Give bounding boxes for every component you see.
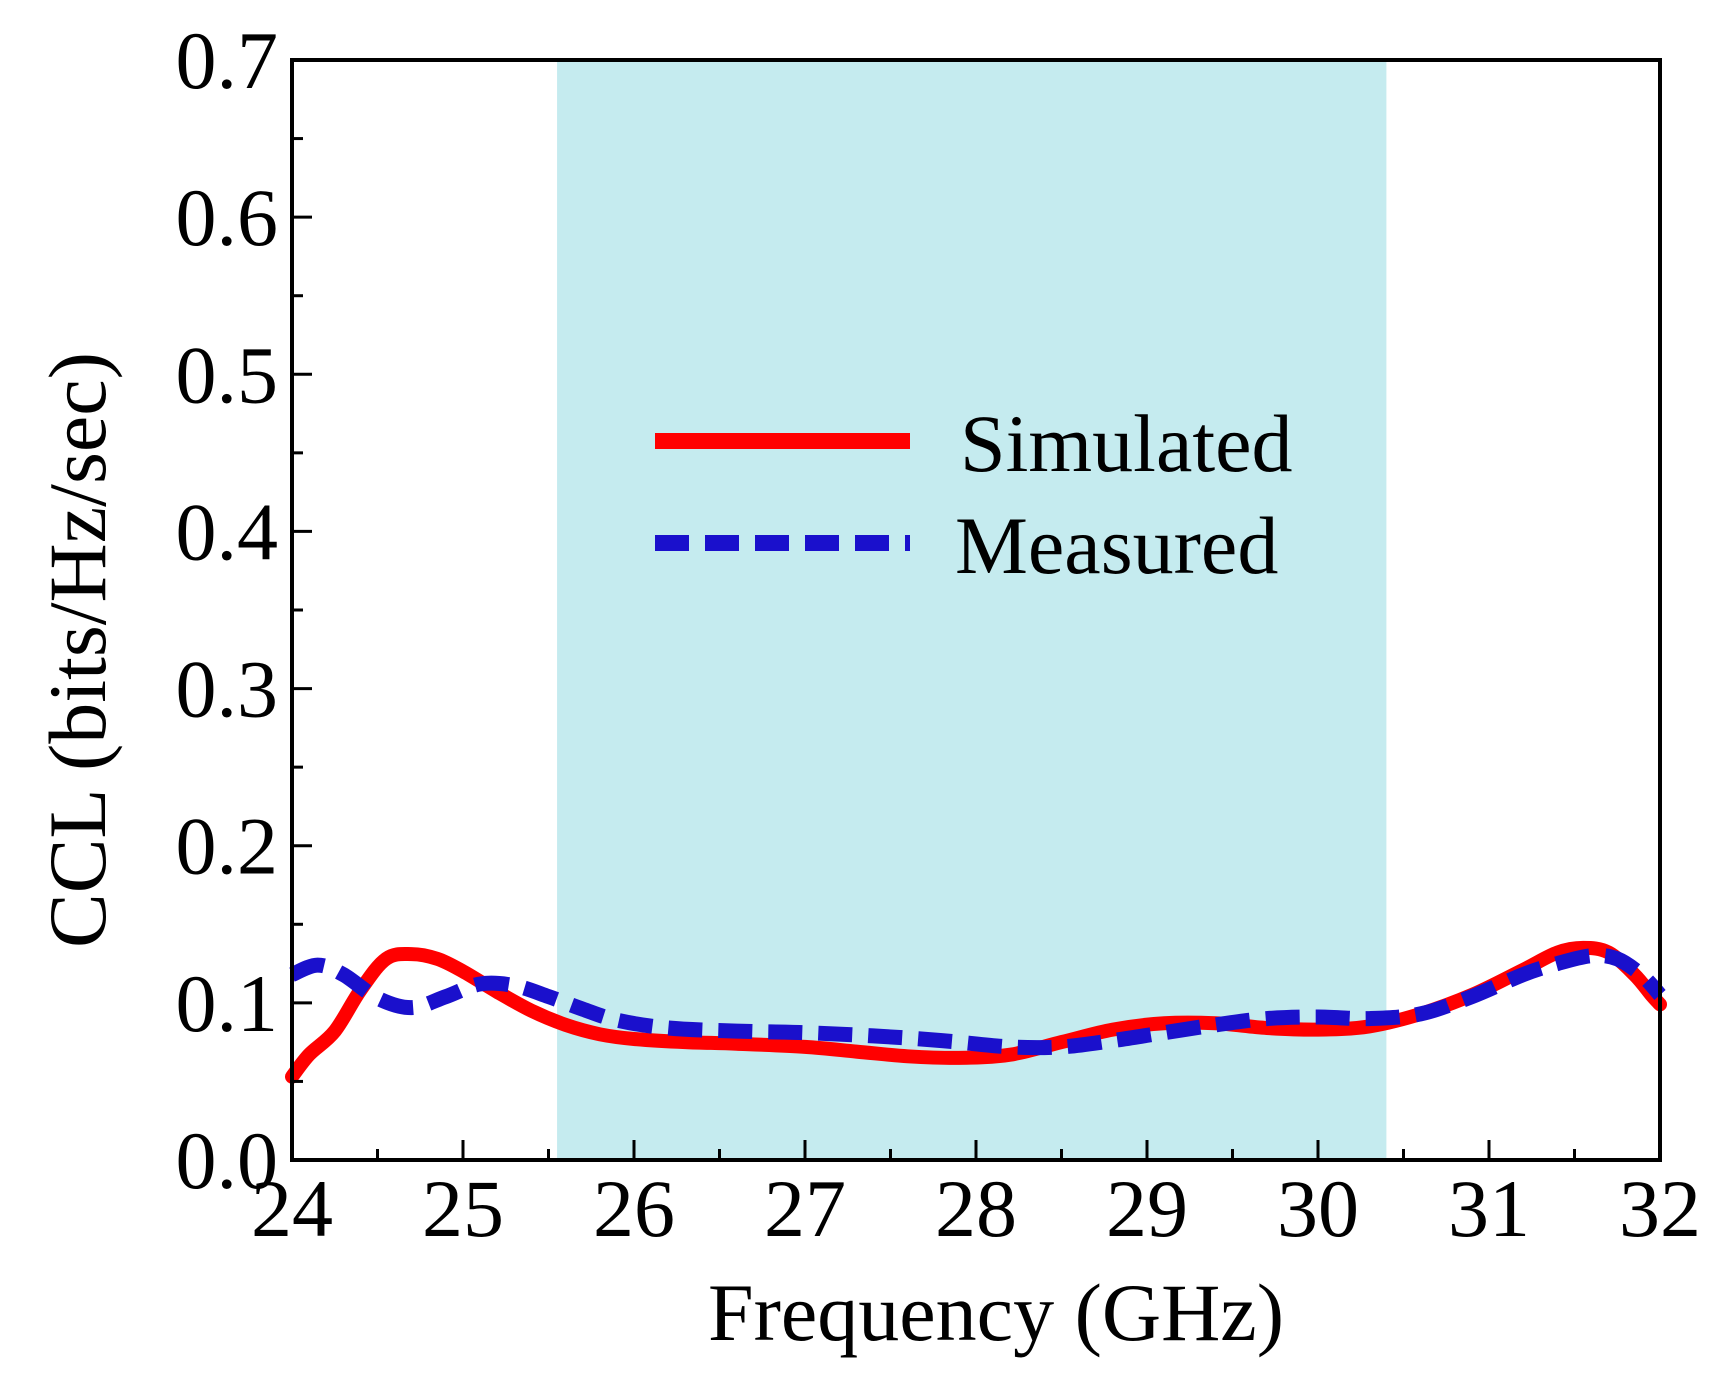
y-tick-label: 0.7 bbox=[176, 15, 279, 106]
y-tick-label: 0.4 bbox=[176, 486, 279, 577]
x-tick-label: 30 bbox=[1277, 1163, 1359, 1254]
legend-label-measured: Measured bbox=[955, 500, 1278, 591]
x-tick-label: 26 bbox=[593, 1163, 675, 1254]
legend: Simulated Measured bbox=[655, 398, 1293, 591]
highlight-band bbox=[557, 60, 1387, 1160]
y-axis-label: CCL (bits/Hz/sec) bbox=[32, 352, 123, 948]
x-tick-label: 27 bbox=[764, 1163, 846, 1254]
x-tick-label: 29 bbox=[1106, 1163, 1188, 1254]
x-tick-label: 32 bbox=[1619, 1163, 1701, 1254]
y-tick-label: 0.5 bbox=[176, 329, 279, 420]
y-tick-label: 0.6 bbox=[176, 172, 279, 263]
highlight-band-layer bbox=[557, 60, 1387, 1160]
y-tick-label: 0.0 bbox=[176, 1115, 279, 1206]
series-line-measured bbox=[289, 947, 1666, 1056]
x-tick-label: 25 bbox=[422, 1163, 504, 1254]
x-axis-label: Frequency (GHz) bbox=[708, 1267, 1284, 1358]
y-tick-label: 0.3 bbox=[176, 644, 279, 735]
series-layer bbox=[285, 940, 1667, 1084]
legend-label-simulated: Simulated bbox=[960, 398, 1293, 489]
y-tick-label: 0.1 bbox=[176, 958, 279, 1049]
x-tick-label: 31 bbox=[1448, 1163, 1530, 1254]
x-tick-label: 24 bbox=[251, 1163, 333, 1254]
y-tick-label: 0.2 bbox=[176, 801, 279, 892]
tick-layer bbox=[290, 58, 1662, 1162]
x-tick-label: 28 bbox=[935, 1163, 1017, 1254]
tick-label-layer: 24 25 26 27 28 29 30 31 32 0.0 0.1 0.2 0.3 0.4 0.5 0.6 0… bbox=[176, 15, 1702, 1254]
